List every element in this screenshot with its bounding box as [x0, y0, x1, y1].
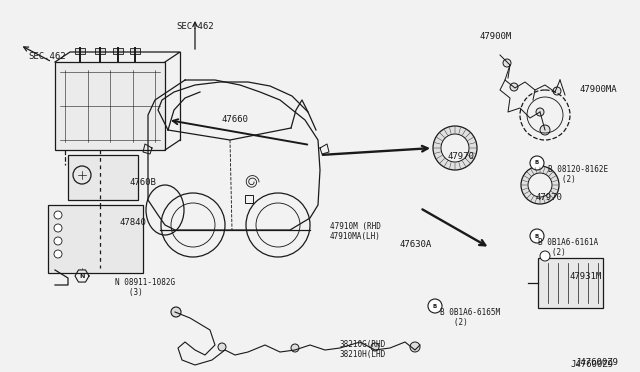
Circle shape [528, 173, 552, 197]
Text: B 0B1A6-6165M
   (2): B 0B1A6-6165M (2) [440, 308, 500, 327]
Circle shape [510, 83, 518, 91]
Text: SEC.462: SEC.462 [176, 22, 214, 31]
Text: J47600Z9: J47600Z9 [575, 358, 618, 367]
Text: J47600Z9: J47600Z9 [570, 360, 613, 369]
Circle shape [410, 342, 420, 352]
Bar [245, 195, 253, 203]
Text: 38210G(RHD
38210H(LHD: 38210G(RHD 38210H(LHD [340, 340, 387, 359]
Text: 47970: 47970 [448, 152, 475, 161]
Circle shape [371, 343, 379, 351]
Circle shape [218, 343, 226, 351]
Circle shape [540, 251, 550, 261]
Circle shape [530, 156, 544, 170]
Text: B 08120-8162E
   (2): B 08120-8162E (2) [548, 165, 608, 185]
Text: 47630A: 47630A [400, 240, 432, 249]
Text: 47900M: 47900M [480, 32, 512, 41]
Circle shape [54, 211, 62, 219]
Circle shape [171, 307, 181, 317]
Bar [48, 205, 143, 273]
Text: B: B [535, 234, 539, 238]
Text: 47900MA: 47900MA [580, 85, 618, 94]
Text: B 0B1A6-6161A
   (2): B 0B1A6-6161A (2) [538, 238, 598, 257]
Circle shape [503, 59, 511, 67]
Text: 47910M (RHD
47910MA(LH): 47910M (RHD 47910MA(LH) [330, 222, 381, 241]
Circle shape [54, 237, 62, 245]
Circle shape [553, 87, 561, 95]
Circle shape [54, 224, 62, 232]
Circle shape [291, 344, 299, 352]
Text: N 08911-1082G
   (3): N 08911-1082G (3) [115, 278, 175, 297]
Circle shape [54, 250, 62, 258]
Bar [55, 62, 165, 150]
Circle shape [540, 125, 550, 135]
Text: 47970: 47970 [536, 193, 563, 202]
Circle shape [536, 108, 544, 116]
Circle shape [521, 166, 559, 204]
Bar [130, 48, 140, 54]
Circle shape [441, 134, 469, 162]
Text: 47840: 47840 [120, 218, 147, 227]
Bar [113, 48, 123, 54]
Text: N: N [79, 273, 84, 279]
Text: B: B [433, 304, 437, 308]
Bar [95, 48, 105, 54]
Bar [68, 155, 138, 200]
Text: 47660: 47660 [222, 115, 249, 124]
Circle shape [433, 126, 477, 170]
Text: 47931M: 47931M [570, 272, 602, 281]
Bar [538, 258, 603, 308]
Text: 4760B: 4760B [130, 178, 157, 187]
Text: SEC.462: SEC.462 [28, 52, 66, 61]
Circle shape [73, 166, 91, 184]
Bar [75, 48, 85, 54]
Circle shape [530, 229, 544, 243]
Circle shape [428, 299, 442, 313]
Text: B: B [535, 160, 539, 166]
